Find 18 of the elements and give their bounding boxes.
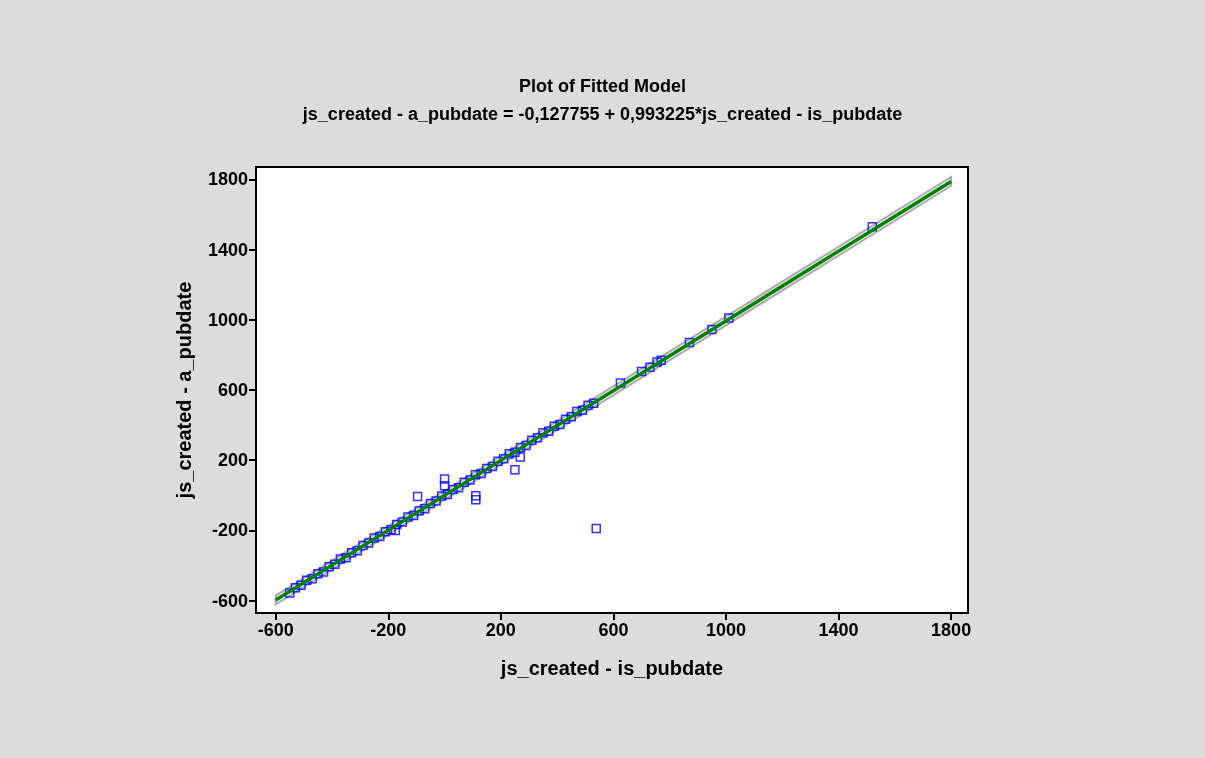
- x-tick-label: -200: [370, 620, 407, 640]
- x-tick-label: 1800: [931, 620, 972, 640]
- x-tick-label: 600: [598, 620, 629, 640]
- y-tick-label: 200: [217, 450, 248, 471]
- y-tick-label: -600: [211, 590, 248, 611]
- y-tick-label: 600: [217, 380, 248, 400]
- y-tick-label: 1800: [207, 169, 248, 190]
- x-tick-label: 1000: [705, 620, 746, 640]
- y-tick-label: 1000: [207, 309, 248, 330]
- x-tick-label: 1400: [818, 620, 859, 640]
- x-tick-label: 200: [485, 620, 516, 640]
- chart-subtitle: js_created - a_pubdate = -0,127755 + 0,993225*js_created - is_pubdate: [301, 104, 903, 124]
- x-axis-title: js_created - is_pubdate: [499, 657, 724, 679]
- x-tick-label: -600: [257, 620, 294, 640]
- chart-title: Plot of Fitted Model: [519, 76, 686, 96]
- y-tick-label: -200: [211, 520, 248, 541]
- y-tick-label: 1400: [207, 239, 248, 260]
- y-axis-title: js_created - a_pubdate: [173, 281, 195, 500]
